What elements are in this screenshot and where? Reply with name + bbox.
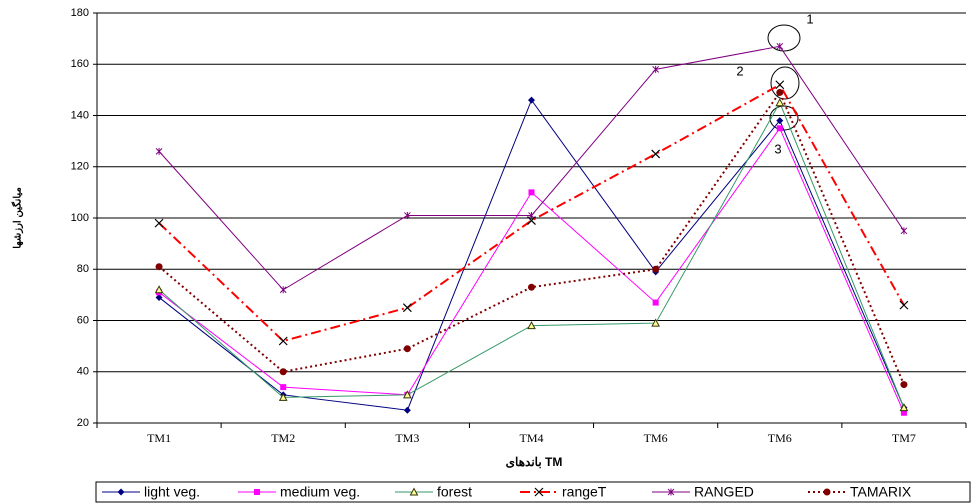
y-tick-label: 40 xyxy=(77,366,89,378)
x-tick-label: TM4 xyxy=(520,431,544,445)
data-point xyxy=(528,211,535,219)
x-tick-label: TM1 xyxy=(147,431,171,445)
annotation-circle xyxy=(767,24,801,52)
x-tick-label: TM7 xyxy=(892,431,916,445)
series-line xyxy=(158,127,905,413)
legend-label: rangeT xyxy=(562,484,607,500)
y-tick-label: 20 xyxy=(77,417,89,429)
data-point xyxy=(900,409,907,416)
data-point xyxy=(652,265,660,273)
legend-label: medium veg. xyxy=(280,484,360,500)
y-axis-title: میانگین ارزشها xyxy=(11,187,24,249)
data-point xyxy=(775,98,785,107)
series-line xyxy=(158,99,905,411)
data-point xyxy=(651,149,661,159)
data-point xyxy=(403,345,411,353)
data-point xyxy=(776,42,784,50)
data-point xyxy=(900,381,908,389)
data-point xyxy=(776,125,783,132)
legend-label: forest xyxy=(437,484,472,500)
y-tick-label: 180 xyxy=(71,7,89,19)
legend-label: light veg. xyxy=(144,484,200,500)
data-point xyxy=(155,263,163,271)
annotation: 3 xyxy=(774,141,781,156)
data-point xyxy=(155,147,163,155)
data-point xyxy=(651,318,660,327)
data-point xyxy=(528,96,535,104)
data-point xyxy=(280,384,287,391)
data-point xyxy=(528,283,535,291)
legend-marker xyxy=(254,489,260,495)
y-tick-label: 80 xyxy=(77,263,89,275)
legend-marker xyxy=(534,487,544,497)
legend-marker xyxy=(409,487,419,496)
y-tick-label: 120 xyxy=(71,161,89,173)
data-point xyxy=(403,390,412,399)
legend-label: TAMARIX xyxy=(850,484,912,500)
x-axis-title: باندهای TM xyxy=(506,455,563,469)
x-tick-label: TM3 xyxy=(395,431,419,445)
data-point xyxy=(899,300,909,310)
y-tick-label: 60 xyxy=(77,314,89,326)
legend-marker xyxy=(823,488,831,496)
annotation: 1 xyxy=(806,11,813,26)
data-point xyxy=(403,406,411,414)
y-tick-label: 160 xyxy=(71,58,89,70)
data-point xyxy=(899,403,909,412)
data-point xyxy=(404,211,411,219)
annotation-circle xyxy=(770,66,800,100)
data-point xyxy=(154,285,164,294)
legend-label: RANGED xyxy=(694,484,754,500)
legend-marker xyxy=(667,488,675,496)
data-point xyxy=(652,65,659,73)
data-point xyxy=(278,336,288,346)
series-line xyxy=(158,90,905,385)
x-tick-label: TM6 xyxy=(768,431,792,445)
legend-box xyxy=(95,481,971,503)
data-point xyxy=(900,227,908,235)
data-point xyxy=(775,80,785,90)
y-tick-label: 100 xyxy=(71,212,89,224)
data-point xyxy=(776,88,784,96)
data-point xyxy=(402,303,412,313)
data-point xyxy=(527,321,536,330)
data-point xyxy=(776,117,784,125)
data-point xyxy=(279,286,287,294)
data-point xyxy=(279,368,287,376)
x-tick-label: TM6 xyxy=(644,431,668,445)
y-tick-label: 140 xyxy=(71,109,89,121)
annotation: 2 xyxy=(736,63,743,78)
series-line xyxy=(158,45,905,291)
data-point xyxy=(155,293,163,301)
data-point xyxy=(154,218,164,228)
x-tick-label: TM2 xyxy=(271,431,295,445)
data-point xyxy=(278,392,288,401)
legend-marker xyxy=(117,488,125,496)
data-point xyxy=(652,299,659,306)
data-point xyxy=(528,189,535,196)
